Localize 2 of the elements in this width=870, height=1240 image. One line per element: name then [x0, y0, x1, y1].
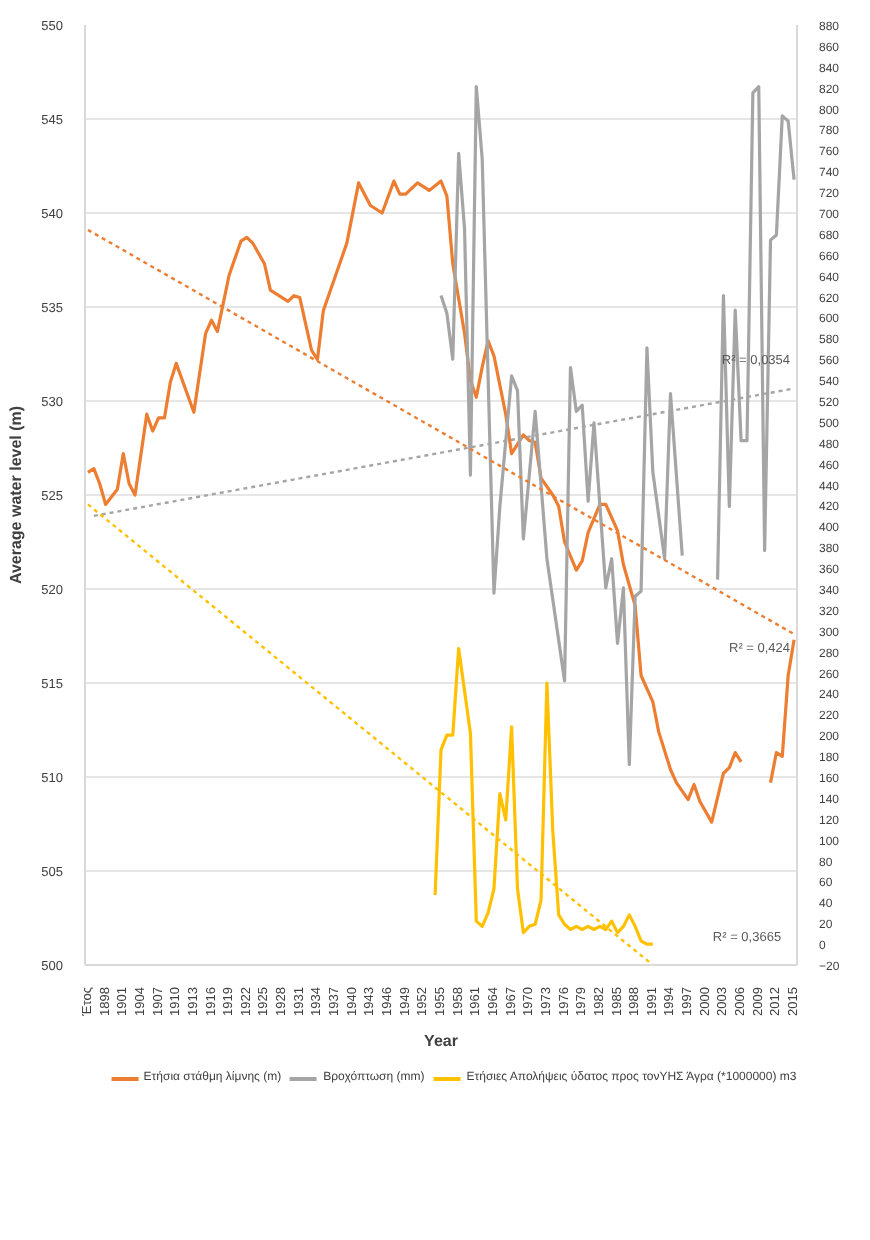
y-axis-title: Average water level (m)	[7, 405, 26, 585]
x-axis-title: Year	[424, 1031, 458, 1050]
